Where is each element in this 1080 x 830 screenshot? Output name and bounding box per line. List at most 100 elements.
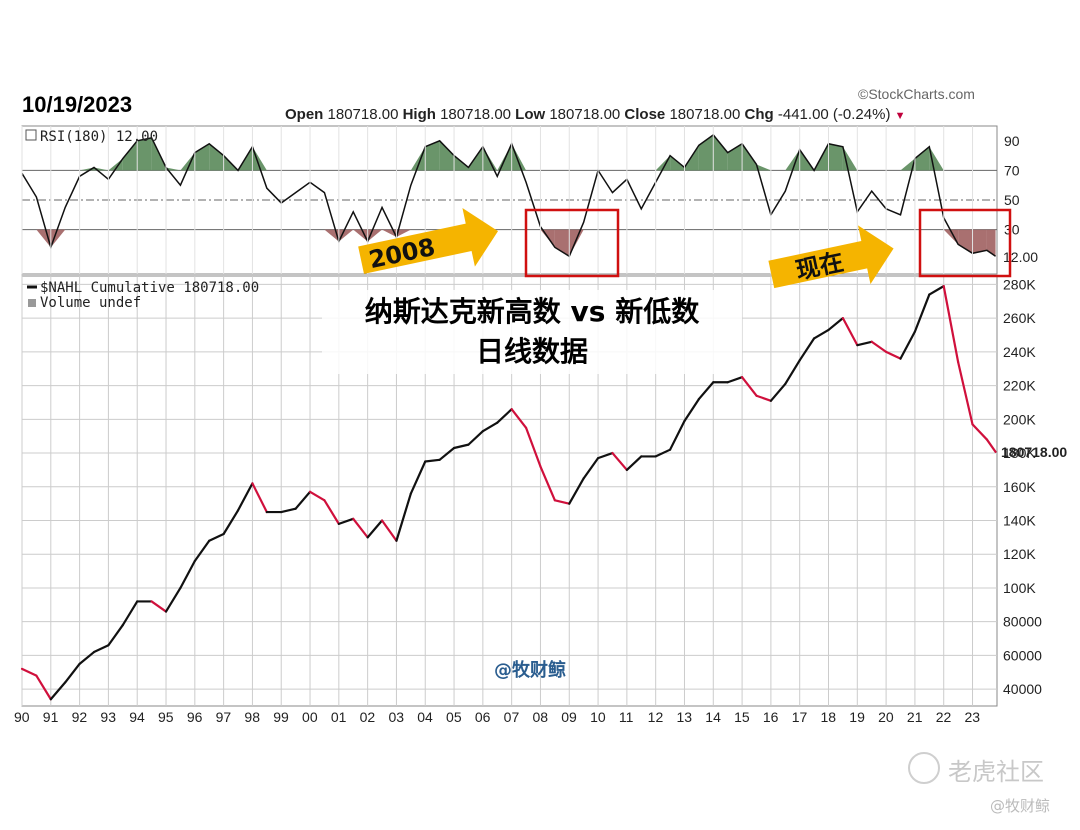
rsi-fill-segment xyxy=(828,143,843,171)
nahl-line-segment xyxy=(222,509,240,536)
nahl-line-segment xyxy=(740,376,758,397)
main-legend: $NAHL Cumulative 180718.00 xyxy=(40,280,259,296)
nahl-line-segment xyxy=(596,451,614,460)
rsi-fill-segment xyxy=(914,146,930,171)
rsi-fill-segment xyxy=(396,229,411,237)
highlight-box-2008 xyxy=(524,208,620,278)
nahl-line-segment xyxy=(208,532,225,542)
main-last-value: 180718.00 xyxy=(1001,444,1067,460)
x-tick-label: 13 xyxy=(676,709,692,725)
nahl-line-segment xyxy=(654,448,672,458)
rsi-fill-segment xyxy=(137,137,152,171)
x-tick-label: 05 xyxy=(446,709,462,725)
main-y-tick-label: 260K xyxy=(1003,310,1036,326)
x-tick-label: 20 xyxy=(878,709,894,725)
watermark-author: @牧财鲸 xyxy=(494,660,566,681)
nahl-line-segment xyxy=(971,423,989,441)
x-tick-label: 06 xyxy=(475,709,491,725)
nahl-line-segment xyxy=(294,490,312,510)
source-credit: ©StockCharts.com xyxy=(858,86,975,102)
tiger-logo-icon xyxy=(908,752,940,784)
x-tick-label: 23 xyxy=(965,709,981,725)
x-tick-label: 96 xyxy=(187,709,203,725)
nahl-line-segment xyxy=(366,519,384,539)
rsi-fill-segment xyxy=(655,155,671,171)
x-tick-label: 10 xyxy=(590,709,606,725)
nahl-line-segment xyxy=(35,674,52,701)
chart-date: 10/19/2023 xyxy=(22,92,133,117)
low-value: 180718.00 xyxy=(549,106,621,123)
main-y-tick-label: 100K xyxy=(1003,580,1036,596)
x-tick-label: 16 xyxy=(763,709,779,725)
nahl-line-segment xyxy=(510,408,528,429)
nahl-line-segment xyxy=(424,458,441,463)
nahl-line-segment xyxy=(323,499,340,525)
nahl-line-segment xyxy=(524,426,542,468)
nahl-line-segment xyxy=(251,482,268,514)
chg-value: -441.00 (-0.24%) xyxy=(777,106,891,123)
title-line-2: 日线数据 xyxy=(475,335,588,368)
nahl-line-segment xyxy=(481,421,499,433)
footer-author: @牧财鲸 xyxy=(990,797,1051,815)
nahl-line-segment xyxy=(193,539,211,563)
rsi-fill-segment xyxy=(756,164,771,171)
nahl-line-segment xyxy=(885,350,902,360)
rsi-fill-segment xyxy=(108,158,123,171)
nahl-line-segment xyxy=(812,328,830,340)
nahl-line-segment xyxy=(611,451,628,472)
nahl-line-segment xyxy=(827,317,845,332)
rsi-fill-segment xyxy=(166,167,181,171)
rsi-fill-segment xyxy=(785,149,800,171)
x-tick-label: 04 xyxy=(417,709,433,725)
nahl-line-segment xyxy=(308,490,326,502)
rsi-fill-segment xyxy=(540,229,555,248)
down-triangle-icon: ▼ xyxy=(894,110,906,122)
high-value: 180718.00 xyxy=(440,106,511,123)
chg-label: Chg xyxy=(744,106,774,123)
x-tick-label: 22 xyxy=(936,709,952,725)
rsi-fill-segment xyxy=(713,134,728,171)
nahl-line-segment xyxy=(337,517,355,525)
x-tick-label: 11 xyxy=(619,709,634,725)
main-y-tick-label: 60000 xyxy=(1003,647,1042,663)
nahl-line-segment xyxy=(957,360,974,426)
nahl-line-segment xyxy=(107,623,124,647)
x-tick-label: 14 xyxy=(705,709,721,725)
nahl-line-segment xyxy=(409,460,427,495)
rsi-fill-segment xyxy=(569,229,584,257)
rsi-fill-segment xyxy=(742,143,757,171)
x-tick-label: 19 xyxy=(849,709,865,725)
rsi-fill-segment xyxy=(122,140,138,171)
nahl-line-segment xyxy=(841,317,859,347)
x-tick-label: 17 xyxy=(792,709,808,725)
main-y-tick-label: 160K xyxy=(1003,479,1036,495)
nahl-line-segment xyxy=(179,559,196,590)
nahl-line-segment xyxy=(928,285,945,296)
rsi-fill-segment xyxy=(511,143,527,171)
nahl-line-segment xyxy=(942,285,960,364)
x-tick-label: 98 xyxy=(244,709,260,725)
nahl-line-segment xyxy=(92,644,110,654)
nahl-line-segment xyxy=(121,600,139,627)
nahl-line-segment xyxy=(726,376,744,384)
x-tick-label: 15 xyxy=(734,709,750,725)
nahl-line-segment xyxy=(395,492,412,542)
nahl-line-segment xyxy=(683,397,700,423)
nahl-line-segment xyxy=(438,446,456,461)
rsi-tick-label: 50 xyxy=(1004,192,1020,208)
rsi-fill-segment xyxy=(497,143,512,171)
ohlc-bar: Open 180718.00 High 180718.00 Low 180718… xyxy=(285,106,906,123)
rsi-panel: 30 50 70 90 12.00 xyxy=(21,126,1038,274)
rsi-fill-segment xyxy=(900,158,915,171)
main-y-tick-label: 120K xyxy=(1003,546,1036,562)
nahl-line-segment xyxy=(913,293,931,333)
x-tick-label: 21 xyxy=(907,709,923,725)
x-tick-label: 90 xyxy=(14,709,30,725)
rsi-fill-segment xyxy=(698,134,714,171)
nahl-line-segment xyxy=(20,667,38,677)
x-tick-label: 02 xyxy=(360,709,376,725)
open-label: Open xyxy=(285,106,324,123)
nahl-line-segment xyxy=(78,650,96,665)
rsi-fill-segment xyxy=(252,146,267,171)
